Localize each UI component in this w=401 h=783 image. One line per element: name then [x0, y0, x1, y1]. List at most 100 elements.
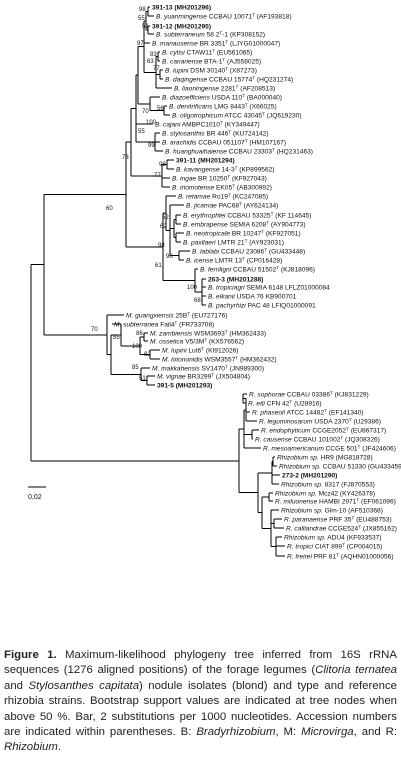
- caption-text-5: , and R:: [353, 726, 398, 739]
- taxon-label: B. embrapense SEMIA 6208T (AY904773): [183, 220, 306, 228]
- taxon-label: B. subterraneum 58 2T-1 (KP308152): [156, 30, 265, 38]
- taxon-label: B. oligotrophicum ATCC 43045T (JQ619230): [172, 111, 302, 119]
- taxon-label: M. makkahensis SV1470T (JN989300): [152, 364, 264, 372]
- taxon-label: B. iriomotense EK05T (AB300992): [172, 183, 272, 191]
- bootstrap-value: 51: [139, 376, 146, 382]
- figure-caption: Figure 1. Maximum-likelihood phylogeny t…: [4, 648, 397, 756]
- bootstrap-value: 100: [146, 120, 157, 126]
- bootstrap-value: 68: [194, 298, 201, 304]
- scale-bar: 0,02: [28, 486, 46, 501]
- taxon-label: B. liaoningense 2281T (AF208513): [174, 84, 275, 92]
- phylogenetic-tree: 391-13 (MH201296)B. yuanmingense CCBAU 1…: [28, 4, 401, 560]
- caption-genus-r: Rhizobium: [4, 741, 58, 754]
- caption-text-4: , M:: [275, 726, 302, 739]
- isolate-label: 391-12 (MH201295): [152, 23, 211, 30]
- bootstrap-value: 86: [136, 331, 143, 337]
- caption-text-6: .: [57, 741, 61, 754]
- taxon-label: B. canariense BTA-1T (AJ558025): [162, 57, 261, 65]
- bootstrap-value: 100: [187, 285, 198, 291]
- tree-branches: [30, 6, 285, 557]
- taxon-label: B. paxllaeri LMTR 21T (AY923031): [183, 238, 284, 246]
- bootstrap-value: 83: [150, 52, 157, 58]
- taxon-label: R. sophorae CCBAU 03386T (KJ831229): [249, 390, 369, 398]
- taxon-label: B. elkanii USDA 76 KB900701: [208, 293, 297, 300]
- taxon-label: R. mesoamericanum CCGE 501T (JF424606): [263, 444, 396, 452]
- caption-plant-2: Stylosanthes capitata: [28, 679, 140, 692]
- bootstrap-value: 99: [148, 143, 155, 149]
- bootstrap-value: 55: [138, 129, 145, 135]
- taxon-label: R. endophyticum CCGE2052T (EU867317): [261, 426, 386, 434]
- taxon-label: B. arachidis CCBAU 051107T (HM107167): [162, 138, 286, 146]
- bootstrap-value: 60: [106, 206, 113, 212]
- caption-plant-1: Clitoria ternatea: [315, 664, 397, 677]
- isolate-label: 391-13 (MH201296): [152, 4, 211, 11]
- bootstrap-value: 77: [154, 173, 161, 179]
- taxon-label: R. phaseoli ATCC 14482T (EF141340): [252, 408, 364, 416]
- bootstrap-value: 98: [139, 7, 146, 13]
- taxon-label: R. calliandrae CCGE524T (JX855162): [286, 524, 397, 532]
- taxon-label: R. etli CFN 42T (U28916): [248, 399, 322, 407]
- bootstrap-value: 82: [144, 352, 151, 358]
- caption-text-1: Maximum-likelihood phylogeny tree inferr…: [4, 649, 397, 677]
- taxon-label: M. vignae BR3299T (JX504804): [157, 372, 250, 380]
- bootstrap-value: 63: [147, 59, 154, 65]
- taxon-label: M. guangxiensis 25BT (EU727176): [126, 311, 227, 319]
- taxon-label: Rhizobium sp. CCBAU 51330 (GU433459): [279, 463, 401, 470]
- bootstrap-value: 61: [155, 263, 162, 269]
- bootstrap-value: 51: [142, 24, 149, 30]
- bootstrap-value: 85: [132, 365, 139, 371]
- isolate-label: 391-11 (MH201294): [176, 157, 235, 164]
- taxon-label: B. cajani AMBPC1010T (KY349447): [155, 120, 260, 128]
- taxon-label: M. subterranea Fail4T (FR733708): [114, 320, 214, 328]
- taxon-label: R. miluonense HAMBI 2971T (EF061096): [275, 497, 396, 505]
- tree-leaf-labels: 391-13 (MH201296)B. yuanmingense CCBAU 1…: [114, 4, 401, 560]
- caption-text-2: and: [4, 679, 29, 692]
- scale-bar-label: 0,02: [28, 494, 42, 501]
- taxon-label: B. icense LMTR 13T (CP016428): [186, 256, 282, 264]
- taxon-label: B. diazoefficiens USDA 110T (BA000040): [162, 93, 282, 101]
- taxon-label: R. tropici CIAT 899T (CP004015): [287, 542, 382, 550]
- taxon-label: B. tropiciagri SEMIA 6148 LFLZ01000084: [208, 284, 330, 291]
- taxon-label: B. retamae Ro19T (KC247085): [178, 192, 268, 200]
- bootstrap-value: 70: [91, 327, 98, 333]
- taxon-label: Rhizobium sp. ADU4 (KF933537): [284, 534, 382, 541]
- bootstrap-value: 77: [153, 66, 160, 72]
- taxon-label: B. cytisi CTAW11T (EU561065): [162, 48, 252, 56]
- bootstrap-value: 56: [157, 106, 164, 112]
- taxon-label: B. lupini DSM 30140T (X87273): [165, 66, 257, 74]
- taxon-label: R. leguminosarum USDA 2370T (U29386): [259, 417, 381, 425]
- taxon-label: Rhizobium sp. Mcz42 (KY426378): [275, 490, 375, 497]
- bootstrap-value: 85: [113, 335, 120, 341]
- taxon-label: R. freirei PRF 81T (AQHN01000056): [287, 552, 394, 560]
- taxon-label: R. causense CCBAU 101002T (JQ308326): [255, 435, 380, 443]
- bootstrap-values: 9851558377639756701005599987773526296986…: [91, 7, 201, 382]
- bootstrap-value: 98: [159, 162, 166, 168]
- taxon-label: B. ferriligni CCBAU 51502T (KJ818096): [200, 265, 315, 273]
- taxon-label: M. lupini Lut6T (KI912026): [162, 346, 239, 354]
- taxon-label: B. jicamae PAC68T (AY624134): [186, 201, 278, 209]
- taxon-label: Rhizobium sp. HR9 (MG818728): [277, 454, 373, 461]
- bootstrap-value: 73: [122, 155, 129, 161]
- taxon-label: B. pachyrhizi PAC 48 LFIQ01000091: [208, 302, 316, 309]
- taxon-label: B. lablabi CCBAU 23086T (GU433448): [192, 247, 305, 255]
- taxon-label: Rhizobium sp. Glm-10 (AF510368): [281, 507, 383, 514]
- bootstrap-value: 98: [158, 243, 165, 249]
- caption-genus-b: Bradyrhizobium: [196, 726, 276, 739]
- taxon-label: M. lotononidis WSM3557T (HM362432): [162, 355, 277, 363]
- taxon-label: M. ossetica V5/3MT (KX576562): [150, 337, 244, 345]
- caption-genus-m: Microvirga: [301, 726, 354, 739]
- bootstrap-value: 52: [162, 215, 169, 221]
- bootstrap-value: 62: [160, 224, 167, 230]
- caption-label: Figure 1.: [4, 649, 57, 661]
- taxon-label: B. kavangense 14-3T (KP899562): [176, 165, 275, 173]
- taxon-label: B. neotropicale BR 10247T (KF927051): [186, 229, 301, 237]
- taxon-label: M. zambiensis WSM3693T (HM362433): [150, 329, 266, 337]
- isolate-label: 391-5 (MH201293): [157, 382, 212, 389]
- taxon-label: B. ingae BR 10250T (KF927043): [172, 174, 267, 182]
- taxon-label: B. daqingense CCBAU 15774T (HQ231274): [165, 75, 293, 83]
- isolate-label: 273-2 (MH201290): [282, 472, 337, 479]
- caption-text-3: ) nodule isolates (blond) and type and r…: [4, 679, 398, 739]
- bootstrap-value: 70: [142, 109, 149, 115]
- bootstrap-value: 55: [138, 16, 145, 22]
- bootstrap-value: 97: [137, 41, 144, 47]
